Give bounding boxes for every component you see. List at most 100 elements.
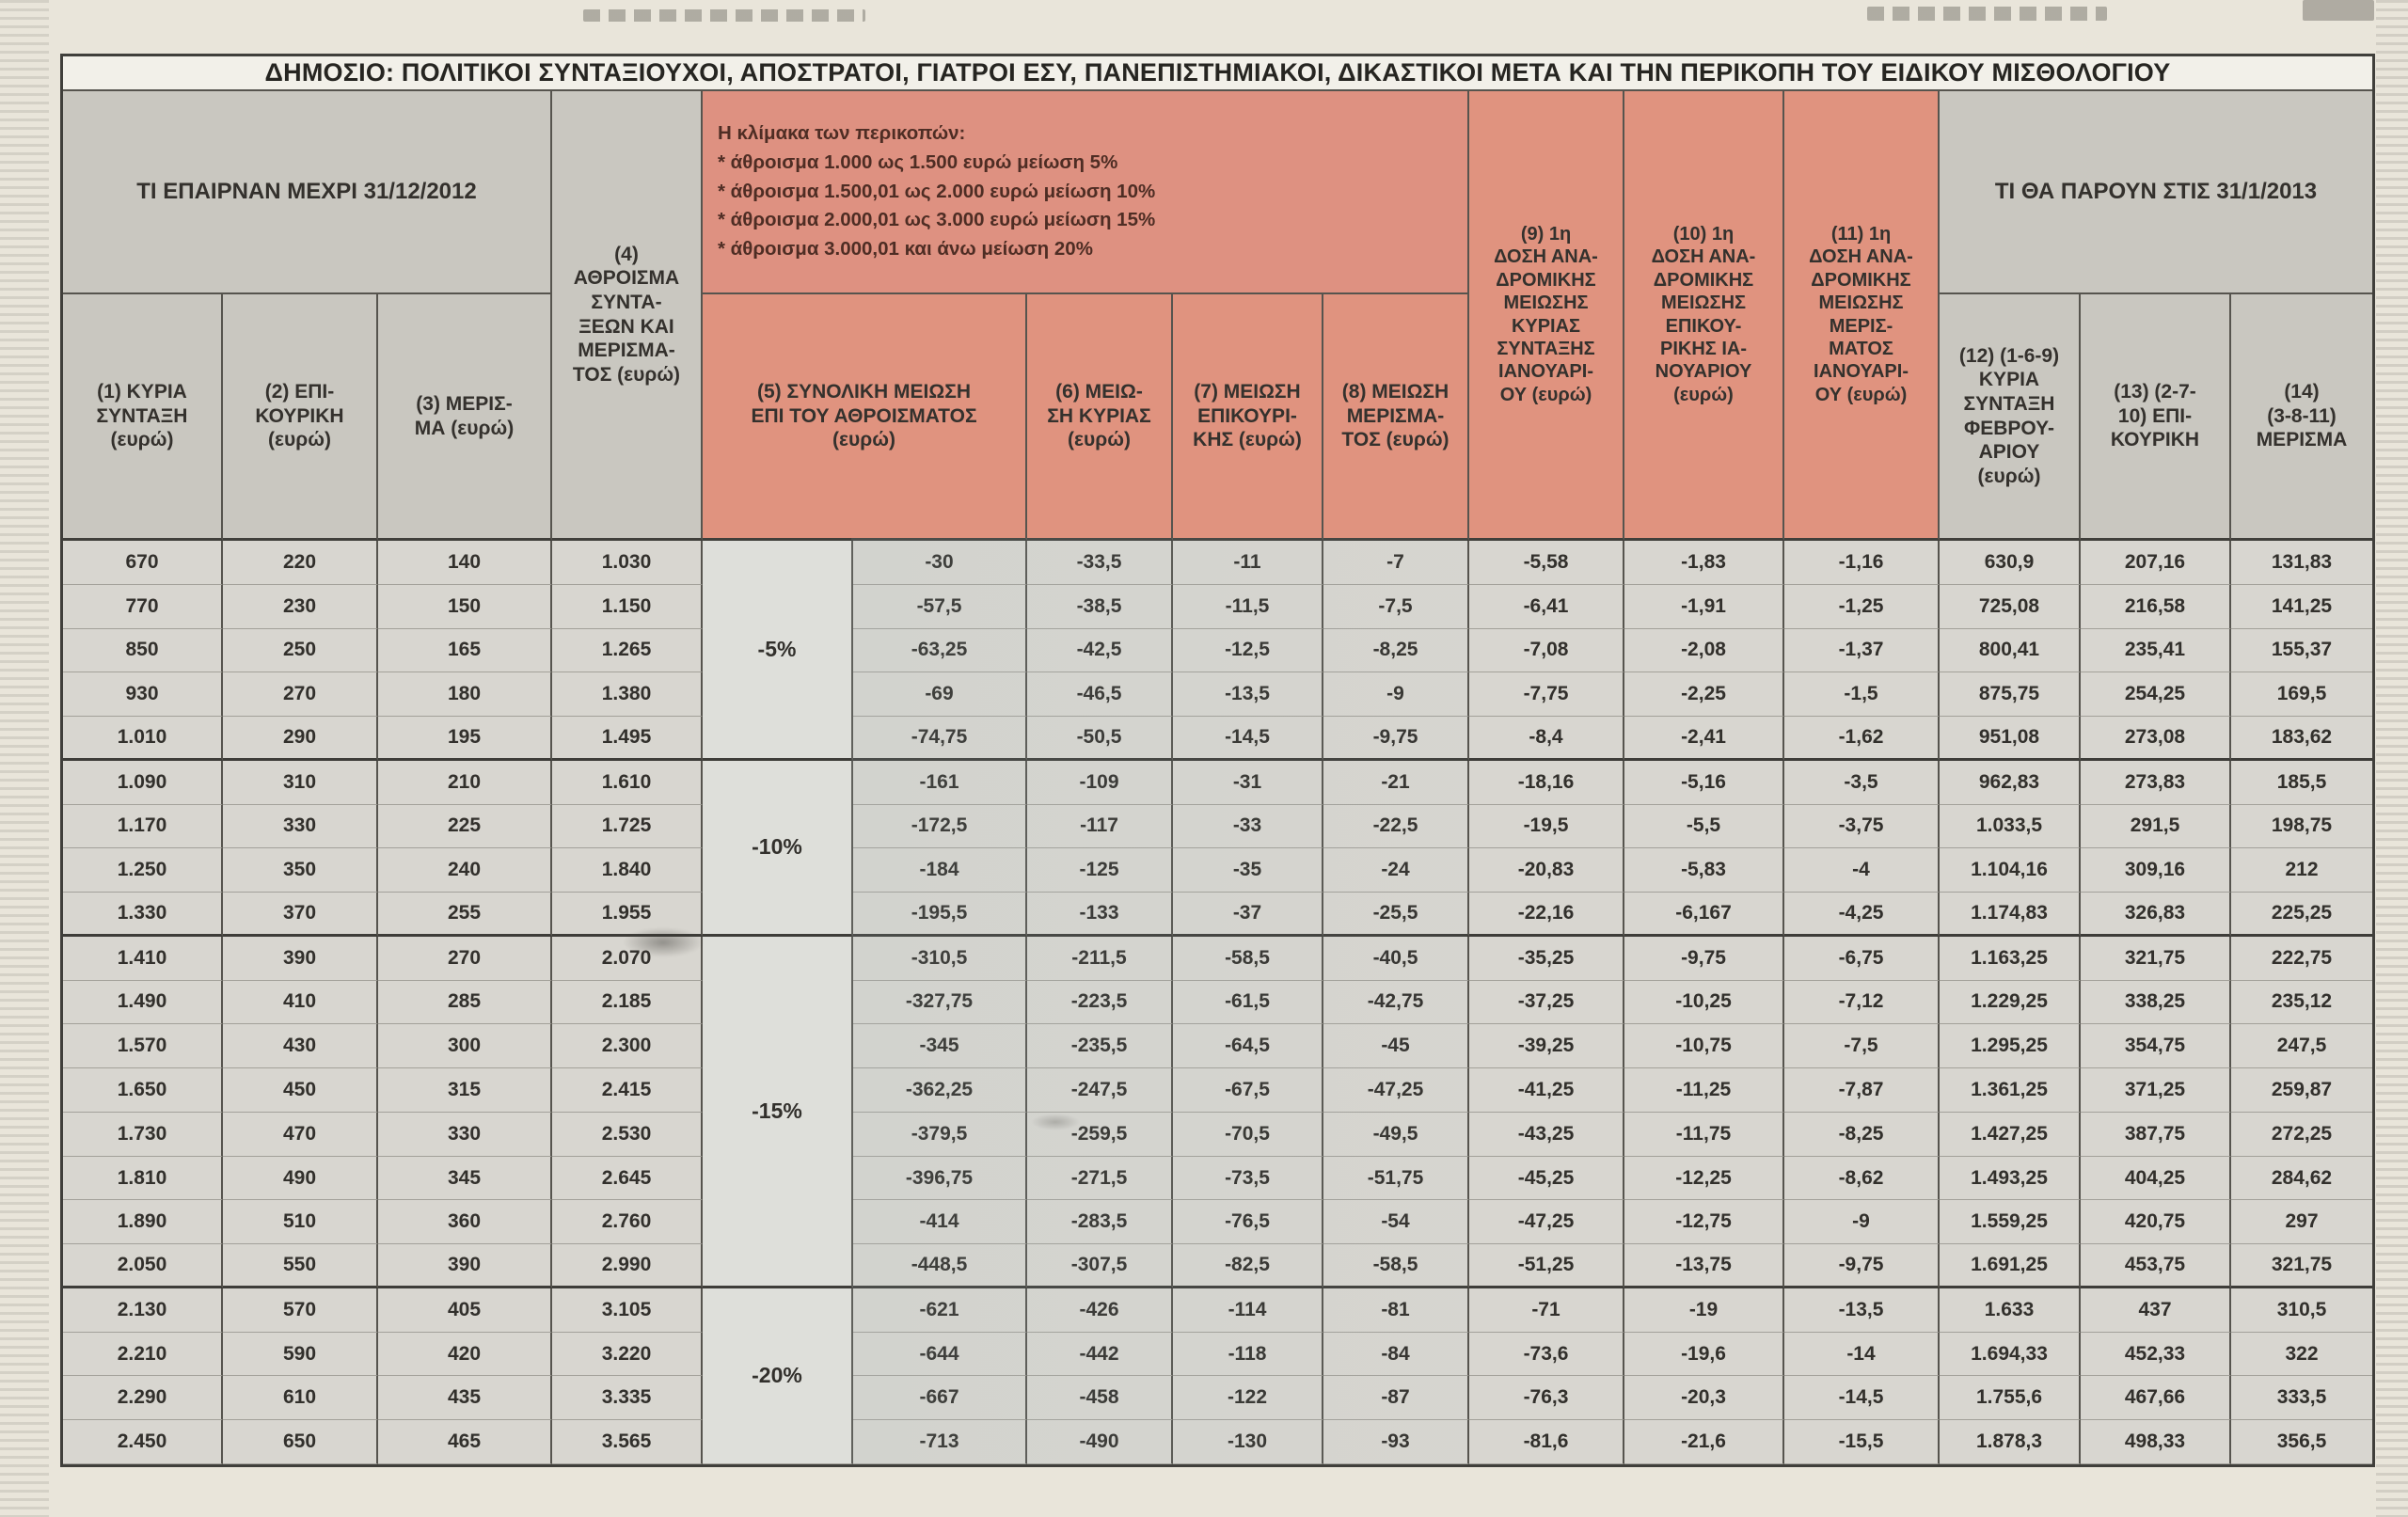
data-cell: 1.559,25 — [1940, 1200, 2081, 1245]
data-cell: 1.810 — [63, 1156, 223, 1201]
data-cell: 435 — [378, 1376, 552, 1421]
data-cell: -6,167 — [1624, 893, 1784, 937]
data-cell: 330 — [378, 1112, 552, 1157]
data-cell: 420,75 — [2081, 1200, 2231, 1245]
data-cell: 1.010 — [63, 717, 223, 761]
column-header-11: (11) 1η ΔΟΣΗ ΑΝΑ- ΔΡΟΜΙΚΗΣ ΜΕΙΩΣΗΣ ΜΕΡΙΣ… — [1784, 91, 1940, 541]
data-cell: -20,3 — [1624, 1376, 1784, 1421]
data-cell: -58,5 — [1173, 936, 1323, 981]
data-cell: -7,12 — [1784, 980, 1940, 1025]
data-cell: 1.150 — [552, 584, 703, 629]
data-cell: -64,5 — [1173, 1024, 1323, 1069]
data-cell: 225 — [378, 804, 552, 849]
data-cell: 1.380 — [552, 672, 703, 718]
data-cell: 291,5 — [2081, 804, 2231, 849]
data-cell: -396,75 — [853, 1156, 1027, 1201]
data-cell: 370 — [223, 893, 378, 937]
data-cell: -82,5 — [1173, 1244, 1323, 1288]
data-cell: 390 — [378, 1244, 552, 1288]
data-cell: -114 — [1173, 1288, 1323, 1333]
data-cell: 1.725 — [552, 804, 703, 849]
data-cell: -12,75 — [1624, 1200, 1784, 1245]
data-cell: -18,16 — [1469, 760, 1624, 805]
data-cell: -10,75 — [1624, 1024, 1784, 1069]
percent-bracket-cell: -10% — [703, 760, 853, 937]
data-cell: 216,58 — [2081, 584, 2231, 629]
data-cell: 2.450 — [63, 1420, 223, 1464]
data-cell: 195 — [378, 717, 552, 761]
data-cell: -8,25 — [1784, 1112, 1940, 1157]
data-cell: -11,5 — [1173, 584, 1323, 629]
data-cell: 670 — [63, 541, 223, 585]
data-cell: -414 — [853, 1200, 1027, 1245]
column-header-1: (1) ΚΥΡΙΑ ΣΥΝΤΑΞΗ (ευρώ) — [63, 294, 223, 541]
data-cell: -67,5 — [1173, 1068, 1323, 1113]
data-cell: -6,75 — [1784, 936, 1940, 981]
data-cell: 321,75 — [2081, 936, 2231, 981]
column-header-2: (2) ΕΠΙ- ΚΟΥΡΙΚΗ (ευρώ) — [223, 294, 378, 541]
column-header-10: (10) 1η ΔΟΣΗ ΑΝΑ- ΔΡΟΜΙΚΗΣ ΜΕΙΩΣΗΣ ΕΠΙΚΟ… — [1624, 91, 1784, 541]
page-edge-text-top — [2303, 0, 2374, 21]
data-cell: -1,83 — [1624, 541, 1784, 585]
data-cell: 2.530 — [552, 1112, 703, 1157]
data-cell: 2.645 — [552, 1156, 703, 1201]
data-cell: 2.050 — [63, 1244, 223, 1288]
data-cell: 800,41 — [1940, 628, 2081, 673]
data-cell: 470 — [223, 1112, 378, 1157]
data-cell: 1.090 — [63, 760, 223, 805]
data-cell: -41,25 — [1469, 1068, 1624, 1113]
data-cell: -70,5 — [1173, 1112, 1323, 1157]
data-cell: 259,87 — [2231, 1068, 2372, 1113]
data-cell: 169,5 — [2231, 672, 2372, 718]
data-cell: -22,5 — [1323, 804, 1469, 849]
data-cell: 1.650 — [63, 1068, 223, 1113]
data-cell: -21 — [1323, 760, 1469, 805]
note-line: * άθροισμα 1.500,01 ως 2.000 ευρώ μείωση… — [718, 180, 1156, 202]
data-cell: -5,5 — [1624, 804, 1784, 849]
data-cell: -7 — [1323, 541, 1469, 585]
data-cell: -1,5 — [1784, 672, 1940, 718]
data-cell: -172,5 — [853, 804, 1027, 849]
data-cell: 273,08 — [2081, 717, 2231, 761]
data-cell: -644 — [853, 1332, 1027, 1377]
data-cell: -1,91 — [1624, 584, 1784, 629]
data-cell: -73,5 — [1173, 1156, 1323, 1201]
data-cell: -713 — [853, 1420, 1027, 1464]
note-title: Η κλίμακα των περικοπών: — [718, 122, 966, 145]
data-cell: -38,5 — [1027, 584, 1173, 629]
data-cell: 198,75 — [2231, 804, 2372, 849]
data-cell: -9,75 — [1624, 936, 1784, 981]
data-cell: -9,75 — [1784, 1244, 1940, 1288]
data-cell: -12,25 — [1624, 1156, 1784, 1201]
data-cell: 610 — [223, 1376, 378, 1421]
data-cell: 1.840 — [552, 848, 703, 893]
data-cell: 321,75 — [2231, 1244, 2372, 1288]
data-cell: -458 — [1027, 1376, 1173, 1421]
column-header-12: (12) (1-6-9) ΚΥΡΙΑ ΣΥΝΤΑΞΗ ΦΕΒΡΟΥ- ΑΡΙΟΥ… — [1940, 294, 2081, 541]
data-cell: -19,5 — [1469, 804, 1624, 849]
data-cell: -442 — [1027, 1332, 1173, 1377]
percent-bracket-cell: -5% — [703, 541, 853, 761]
data-cell: 183,62 — [2231, 717, 2372, 761]
data-cell: -40,5 — [1323, 936, 1469, 981]
data-cell: -87 — [1323, 1376, 1469, 1421]
data-cell: -50,5 — [1027, 717, 1173, 761]
percent-bracket-cell: -15% — [703, 936, 853, 1288]
data-cell: -49,5 — [1323, 1112, 1469, 1157]
data-cell: 1.163,25 — [1940, 936, 2081, 981]
data-cell: -76,3 — [1469, 1376, 1624, 1421]
data-cell: 284,62 — [2231, 1156, 2372, 1201]
data-cell: 212 — [2231, 848, 2372, 893]
data-cell: -13,5 — [1173, 672, 1323, 718]
data-cell: 310,5 — [2231, 1288, 2372, 1333]
note-line: * άθροισμα 3.000,01 και άνω μείωση 20% — [718, 238, 1093, 261]
data-cell: -93 — [1323, 1420, 1469, 1464]
data-cell: 1.104,16 — [1940, 848, 2081, 893]
data-cell: -426 — [1027, 1288, 1173, 1333]
data-cell: -161 — [853, 760, 1027, 805]
data-cell: -2,25 — [1624, 672, 1784, 718]
data-cell: 155,37 — [2231, 628, 2372, 673]
data-cell: 387,75 — [2081, 1112, 2231, 1157]
note-line: * άθροισμα 2.000,01 ως 3.000 ευρώ μείωση… — [718, 209, 1156, 231]
data-cell: -11,25 — [1624, 1068, 1784, 1113]
